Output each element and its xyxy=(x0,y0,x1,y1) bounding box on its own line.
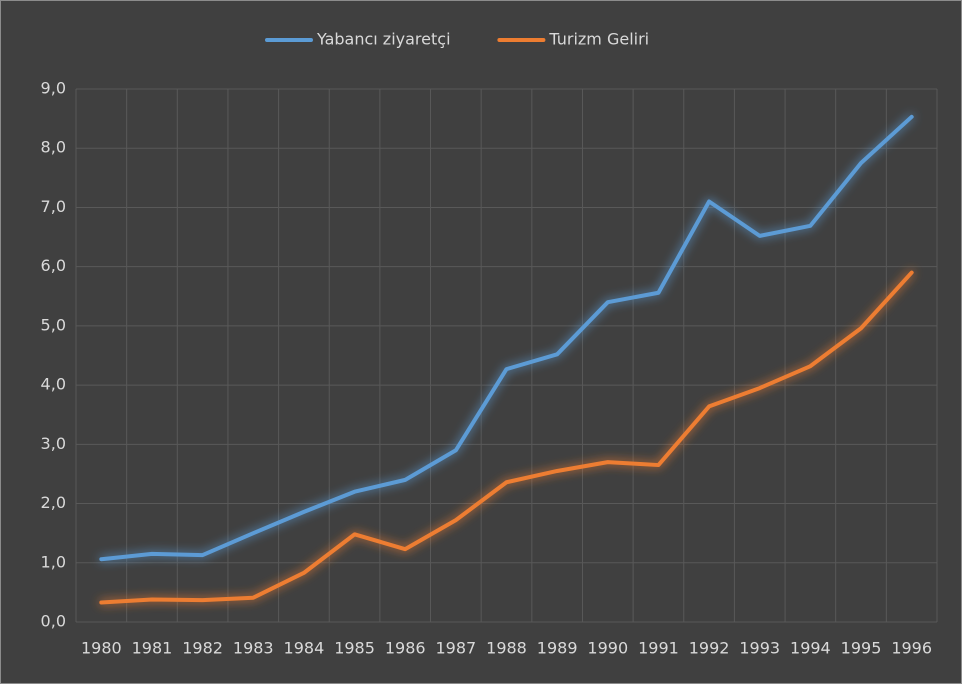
legend-label: Yabancı ziyaretçi xyxy=(316,30,451,49)
y-tick-label: 3,0 xyxy=(41,434,66,453)
y-tick-label: 1,0 xyxy=(41,552,66,571)
x-tick-label: 1996 xyxy=(891,639,932,658)
y-tick-label: 0,0 xyxy=(41,612,66,631)
x-tick-label: 1984 xyxy=(284,639,325,658)
series-line xyxy=(99,270,914,605)
y-tick-label: 6,0 xyxy=(41,256,66,275)
x-tick-label: 1992 xyxy=(689,639,730,658)
x-tick-label: 1990 xyxy=(587,639,628,658)
x-tick-label: 1995 xyxy=(841,639,882,658)
y-tick-label: 8,0 xyxy=(41,138,66,157)
y-tick-label: 4,0 xyxy=(41,375,66,394)
y-tick-label: 7,0 xyxy=(41,197,66,216)
x-tick-label: 1981 xyxy=(132,639,173,658)
x-tick-label: 1987 xyxy=(435,639,476,658)
y-tick-label: 9,0 xyxy=(41,79,66,98)
x-tick-label: 1991 xyxy=(638,639,679,658)
x-tick-label: 1988 xyxy=(486,639,527,658)
x-tick-label: 1989 xyxy=(537,639,578,658)
x-tick-label: 1983 xyxy=(233,639,274,658)
x-tick-label: 1994 xyxy=(790,639,831,658)
x-tick-label: 1993 xyxy=(739,639,780,658)
legend-label: Turizm Geliri xyxy=(548,30,649,49)
x-tick-label: 1986 xyxy=(385,639,426,658)
x-tick-label: 1982 xyxy=(182,639,223,658)
y-tick-label: 5,0 xyxy=(41,315,66,334)
y-tick-label: 2,0 xyxy=(41,493,66,512)
series-line xyxy=(99,114,914,562)
x-tick-label: 1985 xyxy=(334,639,375,658)
x-tick-label: 1980 xyxy=(81,639,122,658)
